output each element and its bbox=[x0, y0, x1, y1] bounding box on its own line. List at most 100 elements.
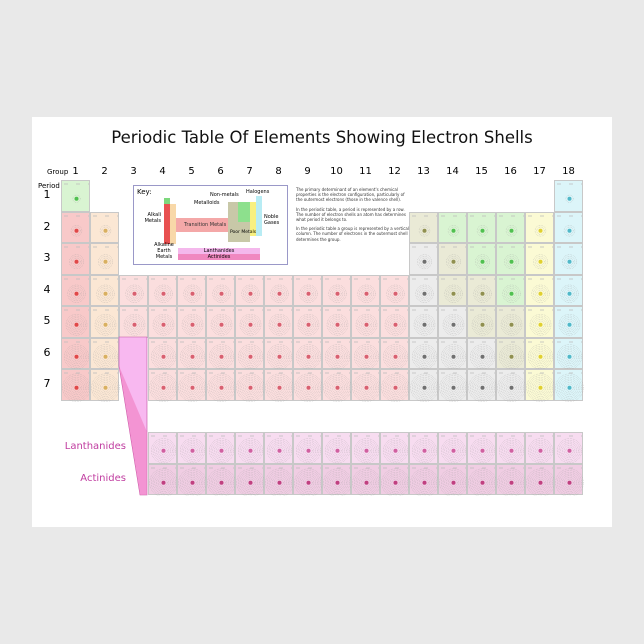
element-cell[interactable] bbox=[90, 306, 119, 338]
element-cell[interactable] bbox=[264, 463, 294, 496]
element-cell[interactable] bbox=[525, 432, 554, 464]
element-cell[interactable] bbox=[525, 369, 555, 402]
element-cell[interactable] bbox=[409, 463, 439, 496]
element-cell[interactable] bbox=[177, 463, 207, 496]
element-cell[interactable] bbox=[554, 243, 583, 275]
element-cell[interactable] bbox=[554, 306, 583, 338]
element-cell[interactable] bbox=[380, 274, 409, 306]
element-cell[interactable] bbox=[206, 432, 235, 464]
element-cell[interactable] bbox=[351, 274, 380, 306]
element-cell[interactable] bbox=[90, 369, 120, 402]
element-cell[interactable] bbox=[293, 369, 323, 402]
element-cell[interactable] bbox=[467, 243, 496, 275]
element-cell[interactable] bbox=[206, 274, 235, 306]
element-cell[interactable] bbox=[554, 180, 583, 212]
element-cell[interactable] bbox=[177, 274, 206, 306]
element-cell[interactable] bbox=[235, 369, 265, 402]
element-cell[interactable] bbox=[293, 274, 322, 306]
element-cell[interactable] bbox=[525, 337, 554, 369]
element-cell[interactable] bbox=[467, 463, 497, 496]
element-cell[interactable] bbox=[148, 432, 177, 464]
element-cell[interactable] bbox=[438, 432, 467, 464]
element-cell[interactable] bbox=[351, 306, 380, 338]
element-cell[interactable] bbox=[351, 463, 381, 496]
element-cell[interactable] bbox=[293, 432, 322, 464]
element-cell[interactable] bbox=[293, 306, 322, 338]
element-cell[interactable] bbox=[264, 337, 293, 369]
element-cell[interactable] bbox=[177, 432, 206, 464]
element-cell[interactable] bbox=[148, 463, 178, 496]
element-cell[interactable] bbox=[206, 369, 236, 402]
element-cell[interactable] bbox=[322, 274, 351, 306]
element-cell[interactable] bbox=[90, 274, 119, 306]
element-cell[interactable] bbox=[148, 274, 177, 306]
element-cell[interactable] bbox=[235, 337, 264, 369]
element-cell[interactable] bbox=[380, 463, 410, 496]
element-cell[interactable] bbox=[554, 337, 583, 369]
element-cell[interactable] bbox=[235, 274, 264, 306]
element-cell[interactable] bbox=[206, 337, 235, 369]
element-cell[interactable] bbox=[409, 369, 439, 402]
element-cell[interactable] bbox=[380, 337, 409, 369]
element-cell[interactable] bbox=[438, 463, 468, 496]
element-cell[interactable] bbox=[148, 337, 177, 369]
element-cell[interactable] bbox=[496, 337, 525, 369]
element-cell[interactable] bbox=[322, 432, 351, 464]
element-cell[interactable] bbox=[177, 306, 206, 338]
element-cell[interactable] bbox=[206, 463, 236, 496]
element-cell[interactable] bbox=[496, 243, 525, 275]
element-cell[interactable] bbox=[496, 211, 525, 243]
element-cell[interactable] bbox=[90, 211, 119, 243]
element-cell[interactable] bbox=[264, 274, 293, 306]
element-cell[interactable] bbox=[409, 306, 438, 338]
element-cell[interactable] bbox=[409, 432, 438, 464]
element-cell[interactable] bbox=[525, 274, 554, 306]
element-cell[interactable] bbox=[206, 306, 235, 338]
element-cell[interactable] bbox=[351, 337, 380, 369]
element-cell[interactable] bbox=[380, 432, 409, 464]
element-cell[interactable] bbox=[61, 369, 91, 402]
element-cell[interactable] bbox=[235, 463, 265, 496]
element-cell[interactable] bbox=[554, 432, 583, 464]
element-cell[interactable] bbox=[264, 306, 293, 338]
element-cell[interactable] bbox=[525, 243, 554, 275]
element-cell[interactable] bbox=[235, 432, 264, 464]
element-cell[interactable] bbox=[496, 306, 525, 338]
element-cell[interactable] bbox=[61, 337, 90, 369]
element-cell[interactable] bbox=[148, 369, 178, 402]
element-cell[interactable] bbox=[554, 274, 583, 306]
element-cell[interactable] bbox=[264, 369, 294, 402]
element-cell[interactable] bbox=[438, 274, 467, 306]
element-cell[interactable] bbox=[61, 306, 90, 338]
element-cell[interactable] bbox=[467, 337, 496, 369]
element-cell[interactable] bbox=[119, 274, 148, 306]
element-cell[interactable] bbox=[467, 306, 496, 338]
element-cell[interactable] bbox=[148, 306, 177, 338]
element-cell[interactable] bbox=[438, 211, 467, 243]
element-cell[interactable] bbox=[496, 274, 525, 306]
element-cell[interactable] bbox=[409, 243, 438, 275]
element-cell[interactable] bbox=[467, 274, 496, 306]
element-cell[interactable] bbox=[438, 243, 467, 275]
element-cell[interactable] bbox=[322, 463, 352, 496]
element-cell[interactable] bbox=[380, 306, 409, 338]
element-cell[interactable] bbox=[235, 306, 264, 338]
element-cell[interactable] bbox=[438, 306, 467, 338]
element-cell[interactable] bbox=[438, 369, 468, 402]
element-cell[interactable] bbox=[409, 211, 438, 243]
element-cell[interactable] bbox=[496, 463, 526, 496]
element-cell[interactable] bbox=[467, 432, 496, 464]
element-cell[interactable] bbox=[554, 369, 584, 402]
element-cell[interactable] bbox=[61, 180, 90, 212]
element-cell[interactable] bbox=[467, 369, 497, 402]
element-cell[interactable] bbox=[177, 369, 207, 402]
element-cell[interactable] bbox=[438, 337, 467, 369]
element-cell[interactable] bbox=[90, 337, 119, 369]
element-cell[interactable] bbox=[177, 337, 206, 369]
element-cell[interactable] bbox=[351, 432, 380, 464]
element-cell[interactable] bbox=[351, 369, 381, 402]
element-cell[interactable] bbox=[264, 432, 293, 464]
element-cell[interactable] bbox=[380, 369, 410, 402]
element-cell[interactable] bbox=[293, 463, 323, 496]
element-cell[interactable] bbox=[525, 463, 555, 496]
